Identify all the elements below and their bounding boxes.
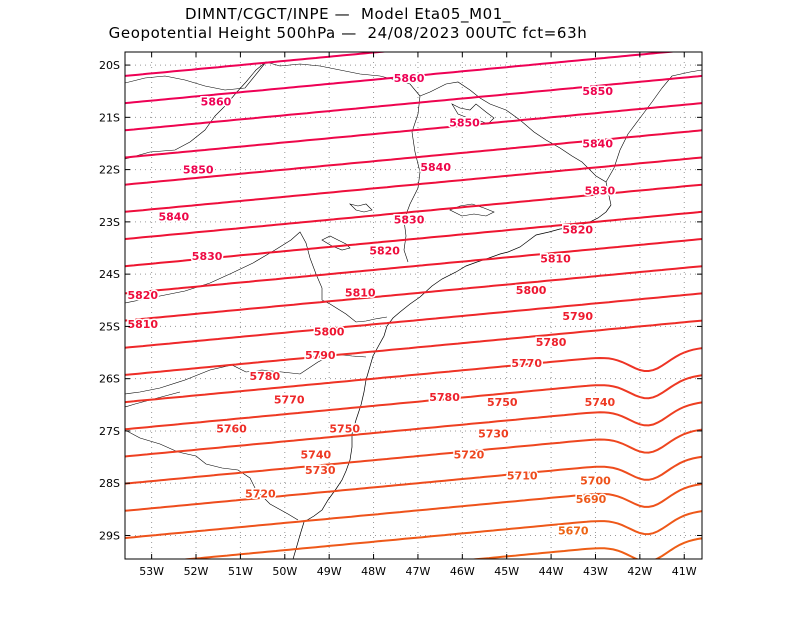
- y-tick-label: 26S: [99, 373, 120, 386]
- contour-line-5750: [125, 347, 702, 404]
- contour-label: 5750: [487, 396, 518, 409]
- contour-label: 5720: [454, 448, 485, 461]
- contour-label: 5730: [305, 464, 336, 477]
- y-tick-label: 29S: [99, 529, 120, 542]
- contour-label: 5840: [159, 211, 190, 224]
- contour-line-5710: [125, 455, 702, 512]
- x-tick-label: 46W: [450, 565, 475, 578]
- contour-label: 5740: [585, 396, 616, 409]
- contour-labels: 5860 5860 5850 5850 5850 5840 5840 5840 5830 5830…: [126, 71, 617, 539]
- state-border-pr-sp: [125, 231, 388, 323]
- contour-label: 5810: [345, 286, 376, 299]
- contour-label: 5810: [540, 252, 571, 265]
- contour-label: 5850: [183, 164, 214, 177]
- contour-label: 5840: [582, 137, 613, 150]
- x-tick-label: 51W: [228, 565, 253, 578]
- contour-label: 5790: [305, 349, 336, 362]
- contour-label: 5770: [274, 394, 305, 407]
- contour-line-5780: [125, 265, 702, 322]
- state-border-sc-rs: [125, 429, 299, 521]
- contour-line-5790: [125, 237, 702, 295]
- contour-label: 5810: [127, 318, 158, 331]
- map-title-line-2: Geopotential Height 500hPa — 24/08/2023 …: [108, 24, 588, 42]
- x-tick-label: 49W: [317, 565, 342, 578]
- contour-line-5660: [116, 592, 706, 618]
- contour-line-5760: [125, 319, 702, 376]
- contour-lines: [116, 52, 706, 618]
- plot-frame: [124, 51, 703, 560]
- contour-label: 5800: [516, 284, 547, 297]
- contour-label: 5750: [329, 422, 360, 435]
- reservoir-paraiba: [349, 203, 373, 213]
- contour-label: 5840: [420, 161, 451, 174]
- x-tick-label: 50W: [272, 565, 297, 578]
- contour-line-5850: [125, 74, 702, 132]
- state-border-ms-sp: [125, 61, 421, 263]
- contour-label: 5780: [536, 336, 567, 349]
- contour-line-5810: [125, 183, 702, 241]
- contour-label: 5820: [562, 224, 593, 237]
- y-tick-label: 21S: [99, 111, 120, 124]
- contour-line-5800: [125, 210, 702, 268]
- contour-label: 5860: [201, 96, 232, 109]
- x-tick-label: 53W: [139, 565, 164, 578]
- x-tick-label: 42W: [627, 565, 652, 578]
- contour-line-5700: [125, 482, 702, 540]
- x-tick-label: 41W: [672, 565, 697, 578]
- x-tick-label: 47W: [406, 565, 431, 578]
- x-tick-label: 52W: [184, 565, 209, 578]
- contour-label: 5720: [245, 488, 276, 501]
- reservoir-furnas: [451, 103, 495, 125]
- contour-label: 5830: [192, 250, 223, 263]
- axes: 53W 52W 51W 50W 49W 48W 47W 46W 45W 44W 43W 42W 41W 2…: [99, 52, 702, 578]
- y-tick-label: 23S: [99, 216, 120, 229]
- contour-line-5870: [125, 52, 391, 77]
- state-border-go-mg: [125, 61, 267, 91]
- contour-label: 5830: [585, 185, 616, 198]
- y-tick-label: 28S: [99, 477, 120, 490]
- contour-label: 5730: [478, 428, 509, 441]
- contour-line-5740: [125, 374, 702, 431]
- contour-line-5730: [125, 401, 702, 458]
- contour-label: 5820: [127, 289, 158, 302]
- contour-label: 5850: [449, 117, 480, 130]
- y-tick-label: 20S: [99, 59, 120, 72]
- contour-label: 5770: [511, 357, 542, 370]
- contour-line-5820: [125, 156, 702, 213]
- contour-label: 5790: [562, 310, 593, 323]
- y-tick-label: 27S: [99, 425, 120, 438]
- x-tick-label: 48W: [361, 565, 386, 578]
- coastline: [292, 204, 612, 559]
- contour-label: 5760: [216, 422, 247, 435]
- contour-label: 5670: [558, 524, 589, 537]
- x-tick-label: 43W: [583, 565, 608, 578]
- contour-line-5770: [125, 292, 702, 349]
- contour-label: 5800: [314, 326, 345, 339]
- contour-label: 5690: [576, 493, 607, 506]
- contour-label: 5700: [580, 475, 611, 488]
- contour-label: 5830: [394, 213, 425, 226]
- contour-line-5680: [467, 537, 702, 559]
- contour-label: 5850: [582, 85, 613, 98]
- state-border-mg-es: [605, 69, 702, 183]
- contour-line-5690: [179, 510, 702, 559]
- y-tick-label: 25S: [99, 320, 120, 333]
- contour-line-5720: [125, 428, 702, 485]
- contour-label: 5860: [394, 72, 425, 85]
- contour-label: 5780: [429, 391, 460, 404]
- reservoir-tiete: [449, 203, 495, 217]
- contour-line-5840: [125, 102, 702, 159]
- contour-line-5860: [125, 52, 679, 105]
- y-tick-label: 24S: [99, 268, 120, 281]
- contour-label: 5780: [249, 370, 280, 383]
- map-title-line-1: DIMNT/CGCT/INPE — Model Eta05_M01_: [184, 5, 512, 23]
- x-tick-label: 45W: [494, 565, 519, 578]
- y-tick-label: 22S: [99, 164, 120, 177]
- contour-line-5830: [125, 129, 702, 186]
- x-tick-label: 44W: [539, 565, 564, 578]
- contour-label: 5740: [301, 448, 332, 461]
- contour-label: 5820: [369, 245, 400, 258]
- contour-label: 5710: [507, 469, 538, 482]
